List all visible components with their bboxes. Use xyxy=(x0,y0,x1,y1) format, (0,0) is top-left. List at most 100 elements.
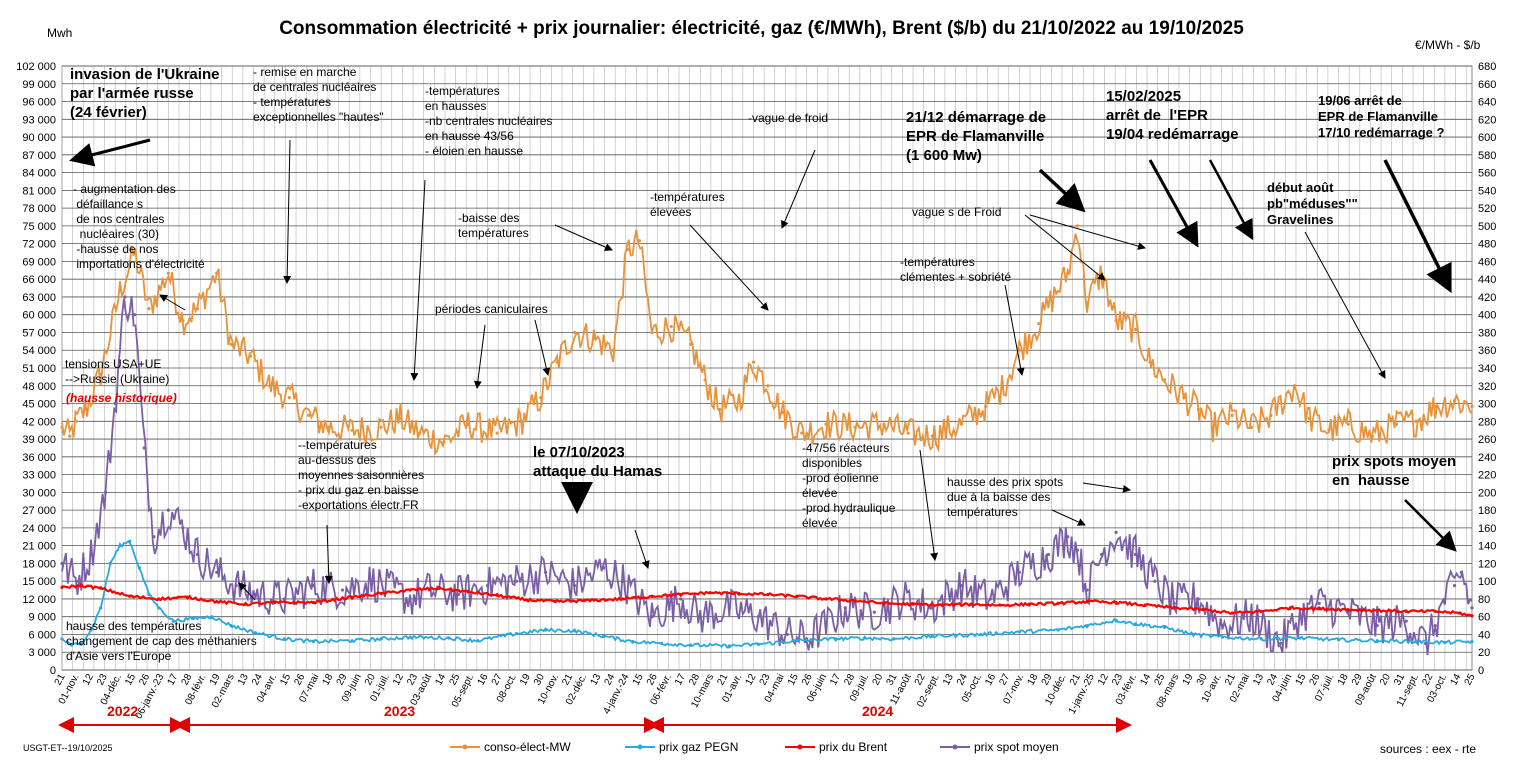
series-point xyxy=(442,440,446,444)
y-right-tick-label: 440 xyxy=(1478,274,1496,286)
y-right-tick-label: 220 xyxy=(1478,470,1496,482)
series-point xyxy=(882,601,886,605)
series-point xyxy=(824,623,828,628)
series-point xyxy=(1027,602,1031,606)
legend-label: conso-élect-MW xyxy=(484,740,571,754)
series-point xyxy=(572,584,577,588)
y-right-tick-label: 100 xyxy=(1478,576,1496,588)
series-point xyxy=(1370,434,1374,438)
series-point xyxy=(1433,404,1437,409)
series-point xyxy=(118,289,122,293)
series-point xyxy=(1443,640,1447,645)
series-point xyxy=(1153,579,1157,583)
series-point xyxy=(1298,636,1302,640)
y-right-tick-label: 160 xyxy=(1478,523,1496,535)
y-left-tick-label: 21 000 xyxy=(22,541,56,553)
series-point xyxy=(863,636,867,640)
x-tick-label: 24 xyxy=(1265,672,1280,687)
y-left-tick-label: 27 000 xyxy=(22,505,56,517)
y-right-tick-label: 680 xyxy=(1478,61,1496,73)
series-point xyxy=(1172,601,1176,605)
series-point xyxy=(1196,407,1200,412)
series-point xyxy=(326,425,330,429)
y-left-tick-label: 39 000 xyxy=(22,434,56,446)
y-left-tick-label: 60 000 xyxy=(22,310,56,322)
y-right-tick-label: 540 xyxy=(1478,185,1496,197)
series-point xyxy=(195,307,199,311)
annotation-temperatures-elevees: -températures élevées xyxy=(650,190,725,219)
x-tick-label: 25 xyxy=(1463,672,1478,687)
series-point xyxy=(1249,425,1254,429)
series-point xyxy=(147,307,151,311)
series-point xyxy=(437,586,441,590)
series-point xyxy=(1172,606,1176,610)
legend: conso-élect-MW prix gaz PEGN prix du Brent… xyxy=(450,740,1059,754)
series-point xyxy=(379,592,383,596)
legend-label: prix spot moyen xyxy=(974,740,1059,754)
series-point xyxy=(514,579,519,583)
annotation-temperatures-hausses: -températures en hausses -nb centrales n… xyxy=(425,84,553,158)
axes: 0 0 3 000 20 6 000 40 9 000 60 12 000 80 15 000 100… xyxy=(16,61,1496,721)
annotation-tensions: tensions USA+UE -->Russie (Ukraine) xyxy=(65,357,170,386)
x-tick-label: 27 xyxy=(490,672,505,687)
series-point xyxy=(253,631,258,635)
series-point xyxy=(553,600,557,604)
series-point xyxy=(524,598,528,602)
series-point xyxy=(1114,600,1118,605)
series-point xyxy=(727,606,731,610)
series-point xyxy=(1375,623,1379,628)
series-point xyxy=(1196,597,1200,601)
series-point xyxy=(1327,428,1331,432)
series-line-conso--lect-mw xyxy=(61,229,1473,456)
series-point xyxy=(727,644,731,648)
series-point xyxy=(1100,271,1104,275)
series-point xyxy=(601,634,606,638)
y-left-tick-label: 48 000 xyxy=(22,381,56,393)
x-tick-label: 23 xyxy=(1110,672,1125,687)
series-point xyxy=(689,342,693,346)
x-tick-label: 15 xyxy=(278,672,293,687)
y-right-tick-label: 580 xyxy=(1478,150,1496,162)
series-point xyxy=(626,247,630,252)
series-point xyxy=(1394,422,1399,426)
x-tick-label: 13 xyxy=(941,672,956,687)
series-point xyxy=(901,597,905,601)
series-point xyxy=(882,422,886,426)
y-right-tick-label: 0 xyxy=(1478,665,1484,677)
series-point xyxy=(718,407,722,412)
series-point xyxy=(698,615,702,619)
series-point xyxy=(1404,619,1408,623)
series-point xyxy=(248,354,253,358)
series-point xyxy=(190,616,195,621)
series-point xyxy=(1443,597,1447,601)
series-point xyxy=(466,422,470,426)
annotation-arrow xyxy=(1404,499,1457,552)
series-point xyxy=(1336,638,1341,642)
series-point xyxy=(1191,632,1196,637)
x-tick-label: 24 xyxy=(603,672,618,687)
series-point xyxy=(60,637,64,641)
series-point xyxy=(123,295,127,299)
legend-label: prix gaz PEGN xyxy=(659,740,738,754)
series-point xyxy=(1414,419,1418,423)
series-point xyxy=(408,588,412,592)
series-point xyxy=(311,600,316,605)
series-point xyxy=(1066,535,1070,539)
x-tick-label: 29 xyxy=(1040,672,1055,687)
annotation-arrow xyxy=(1004,284,1025,376)
y-left-tick-label: 24 000 xyxy=(22,523,56,535)
x-tick-label: 15 xyxy=(786,672,801,687)
y-right-tick-label: 520 xyxy=(1478,203,1496,215)
series-point xyxy=(476,639,480,643)
legend-marker xyxy=(797,744,803,750)
series-point xyxy=(689,643,693,647)
x-tick-label: 31 xyxy=(1392,672,1407,687)
x-tick-label: 18 xyxy=(321,672,336,687)
series-point xyxy=(1148,360,1152,364)
series-point xyxy=(872,610,876,614)
series-point xyxy=(68,434,72,438)
series-point xyxy=(795,639,799,643)
series-point xyxy=(157,597,161,601)
y-left-tick-label: 87 000 xyxy=(22,150,56,162)
series-point xyxy=(930,606,934,610)
